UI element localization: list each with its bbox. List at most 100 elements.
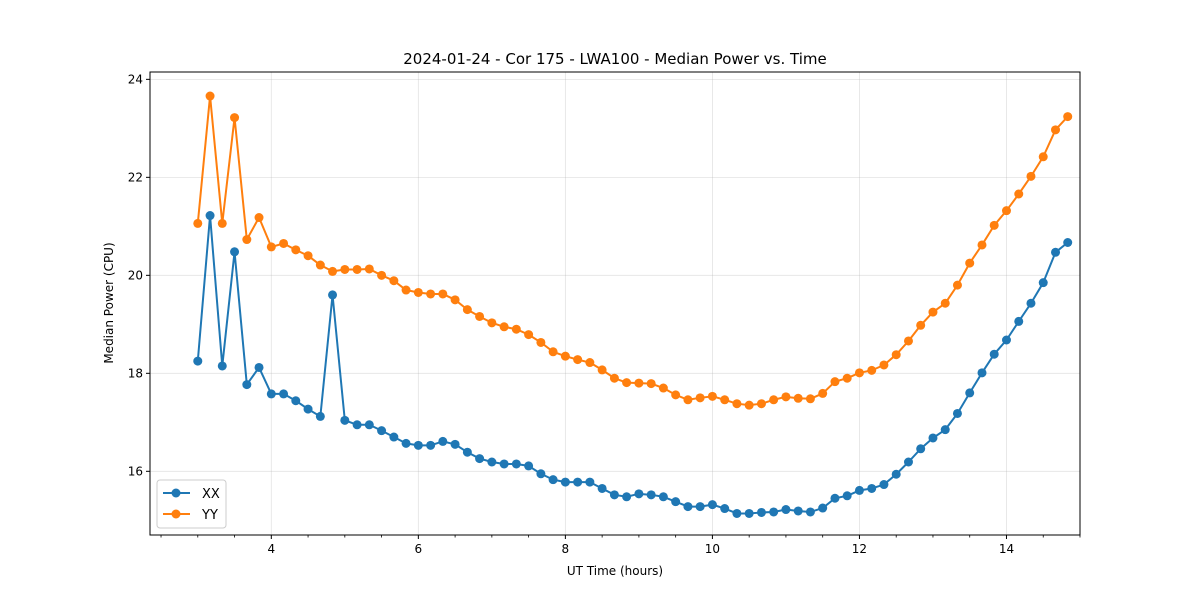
- x-axis-label: UT Time (hours): [567, 564, 663, 578]
- data-point-xx: [242, 380, 252, 390]
- legend-marker-yy: [171, 509, 181, 519]
- data-point-yy: [585, 358, 595, 368]
- data-point-xx: [536, 469, 546, 479]
- data-point-yy: [744, 400, 754, 410]
- data-point-xx: [769, 507, 779, 517]
- data-point-xx: [230, 247, 240, 257]
- y-axis-label: Median Power (CPU): [102, 242, 116, 363]
- data-point-xx: [671, 497, 681, 507]
- data-point-yy: [377, 270, 387, 280]
- data-point-yy: [609, 373, 619, 383]
- data-point-xx: [732, 508, 742, 518]
- data-point-xx: [609, 490, 619, 500]
- data-point-xx: [658, 492, 668, 502]
- data-point-xx: [989, 349, 999, 359]
- y-tick-label: 22: [128, 170, 143, 184]
- data-point-xx: [377, 426, 387, 436]
- legend-marker-xx: [171, 488, 181, 498]
- data-point-yy: [315, 260, 325, 270]
- data-point-yy: [438, 289, 448, 299]
- data-point-xx: [744, 508, 754, 518]
- data-point-yy: [940, 298, 950, 308]
- x-tick-label: 10: [705, 542, 720, 556]
- data-point-yy: [487, 318, 497, 328]
- y-tick-label: 16: [128, 464, 143, 478]
- data-point-xx: [634, 489, 644, 499]
- data-point-xx: [462, 447, 472, 457]
- data-point-xx: [438, 436, 448, 446]
- data-point-xx: [364, 420, 374, 430]
- data-point-yy: [830, 377, 840, 387]
- x-axis: 4 6 8 10 12 14: [160, 535, 1081, 556]
- data-point-xx: [854, 485, 864, 495]
- legend: XX YY: [156, 479, 227, 529]
- data-point-xx: [1038, 278, 1048, 288]
- data-point-xx: [328, 290, 338, 300]
- data-point-yy: [989, 220, 999, 230]
- data-point-yy: [867, 365, 877, 375]
- data-point-yy: [671, 390, 681, 400]
- data-point-xx: [548, 475, 558, 485]
- data-point-yy: [217, 218, 227, 228]
- data-point-xx: [707, 500, 717, 510]
- data-point-xx: [254, 362, 264, 372]
- data-point-xx: [475, 454, 485, 464]
- plot-area-frame: [149, 71, 1081, 536]
- legend-label-xx: XX: [202, 487, 220, 502]
- data-point-yy: [364, 264, 374, 274]
- data-point-yy: [977, 240, 987, 250]
- x-tick-label: 8: [562, 542, 570, 556]
- data-point-yy: [1063, 112, 1073, 122]
- data-point-xx: [401, 438, 411, 448]
- data-point-xx: [695, 502, 705, 512]
- data-point-yy: [965, 258, 975, 268]
- data-point-xx: [952, 408, 962, 418]
- data-point-xx: [499, 459, 509, 469]
- data-point-yy: [622, 378, 632, 388]
- series-xx: [193, 211, 1073, 518]
- data-point-yy: [720, 395, 730, 405]
- data-point-xx: [1014, 316, 1024, 326]
- data-point-yy: [805, 394, 815, 404]
- data-point-yy: [193, 218, 203, 228]
- data-point-xx: [266, 389, 276, 399]
- data-point-xx: [965, 388, 975, 398]
- data-point-xx: [842, 491, 852, 501]
- data-point-xx: [389, 432, 399, 442]
- data-point-yy: [303, 251, 313, 261]
- data-point-xx: [217, 361, 227, 371]
- data-point-xx: [903, 457, 913, 467]
- data-point-xx: [1001, 335, 1011, 345]
- data-point-yy: [499, 322, 509, 332]
- data-point-yy: [707, 391, 717, 401]
- data-point-yy: [781, 392, 791, 402]
- grid-lines: [150, 72, 1080, 535]
- data-point-yy: [352, 264, 362, 274]
- data-point-yy: [291, 245, 301, 255]
- data-point-xx: [793, 506, 803, 516]
- data-point-yy: [646, 379, 656, 389]
- data-point-yy: [511, 324, 521, 334]
- chart-title: 2024-01-24 - Cor 175 - LWA100 - Median P…: [403, 50, 827, 68]
- data-point-xx: [879, 480, 889, 490]
- data-point-xx: [597, 483, 607, 493]
- data-point-xx: [867, 483, 877, 493]
- data-point-xx: [303, 404, 313, 414]
- data-point-yy: [1051, 125, 1061, 135]
- y-tick-label: 24: [128, 72, 143, 86]
- data-point-yy: [426, 289, 436, 299]
- data-point-xx: [805, 507, 815, 517]
- data-point-yy: [952, 280, 962, 290]
- data-point-yy: [1014, 189, 1024, 199]
- data-point-yy: [1026, 171, 1036, 181]
- data-point-yy: [818, 388, 828, 398]
- data-point-yy: [401, 285, 411, 295]
- data-point-yy: [389, 276, 399, 286]
- data-point-yy: [573, 355, 583, 365]
- data-point-yy: [597, 365, 607, 375]
- data-point-xx: [291, 396, 301, 406]
- data-point-yy: [842, 373, 852, 383]
- data-point-yy: [413, 287, 423, 297]
- data-point-xx: [340, 415, 350, 425]
